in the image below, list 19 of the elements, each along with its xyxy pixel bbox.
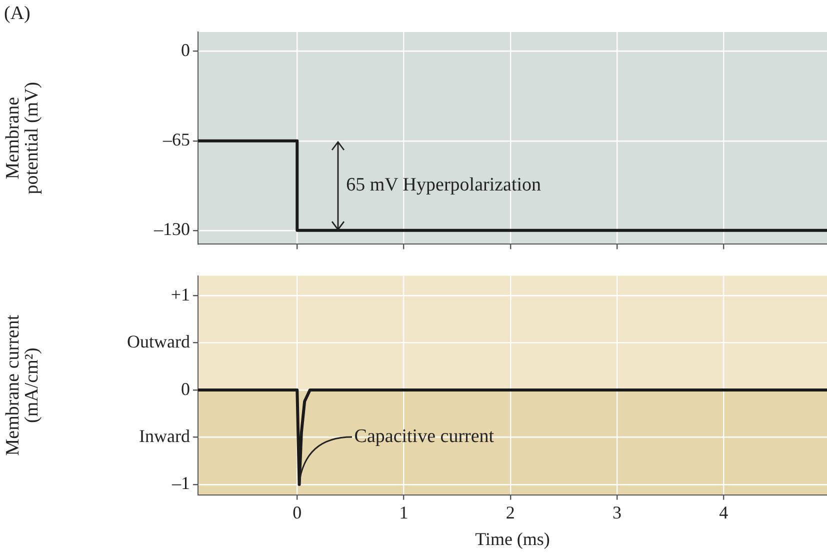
x-tick-label: 2	[506, 502, 515, 522]
x-tick-label: 4	[719, 502, 728, 522]
y-tick-label: Outward	[127, 332, 190, 352]
y-tick-label: –130	[153, 219, 190, 240]
y-tick-label: +1	[170, 284, 190, 304]
annotation: 65 mV Hyperpolarization	[346, 174, 542, 196]
x-tick-label: 3	[612, 502, 622, 522]
y-tick-label: 0	[181, 378, 190, 399]
y-tick-label: Inward	[139, 426, 190, 446]
x-axis-title: Time (ms)	[475, 528, 550, 549]
y-axis-title: Membrane current (mA/cm²)	[2, 314, 42, 456]
y-tick-label: –65	[162, 130, 190, 150]
annotation: Capacitive current	[354, 426, 495, 448]
y-tick-label: 0	[181, 40, 190, 60]
x-tick-label: 0	[292, 502, 302, 522]
y-tick-label: –1	[171, 473, 190, 494]
text: (A)	[4, 2, 30, 24]
x-tick-label: 1	[399, 502, 408, 522]
y-axis-title: Membrane potential (mV)	[2, 82, 42, 194]
